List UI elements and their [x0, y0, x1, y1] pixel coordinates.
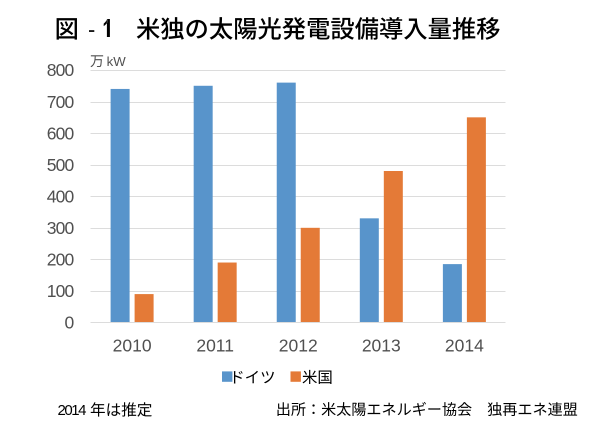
svg-text:800: 800 [47, 60, 75, 80]
svg-text:400: 400 [47, 186, 75, 206]
svg-text:2010: 2010 [113, 335, 152, 355]
svg-text:2013: 2013 [362, 335, 401, 355]
svg-text:2014: 2014 [58, 402, 87, 419]
svg-text:2011: 2011 [196, 335, 234, 355]
svg-text:2012: 2012 [279, 335, 318, 355]
svg-text:700: 700 [47, 92, 75, 112]
svg-text:600: 600 [47, 123, 75, 143]
svg-text:100: 100 [47, 281, 75, 301]
svg-text:2014: 2014 [445, 335, 484, 355]
svg-text:kW: kW [107, 54, 127, 69]
svg-text:200: 200 [47, 250, 75, 270]
svg-text:0: 0 [64, 313, 74, 333]
svg-text:500: 500 [47, 155, 75, 175]
svg-text:300: 300 [47, 218, 75, 238]
